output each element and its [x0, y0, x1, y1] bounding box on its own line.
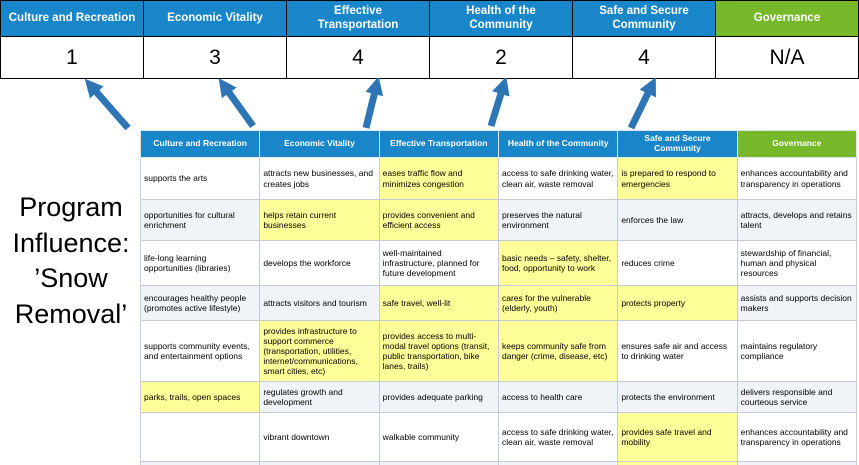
matrix-cell [139, 461, 261, 465]
matrix-cell-highlighted: protects property [617, 285, 738, 321]
matrix-row-2: opportunities for cultural enrichment hel… [139, 199, 858, 241]
score-economic-vitality: 3 [144, 37, 286, 78]
score-safe-and-secure-community: 4 [573, 37, 715, 78]
matrix-cell [139, 412, 261, 462]
pillar-economic-vitality: Economic Vitality [144, 1, 286, 36]
matrix-cell: access to health care [497, 381, 619, 413]
matrix-cell: maintains regulatory compliance [736, 320, 858, 382]
matrix-cell: enhances accountability and transparency… [736, 412, 858, 462]
matrix-header-safe-and-secure-community: Safe and Secure Community [617, 130, 738, 158]
matrix-cell-highlighted: looks after it's most vulnerable [617, 461, 738, 465]
matrix-header-health-of-the-community: Health of the Community [497, 130, 619, 158]
matrix-cell: well-maintained infrastructure, planned … [378, 240, 499, 286]
matrix-cell: walkable community [378, 412, 499, 462]
matrix-cell: attracts, develops and retains talent [736, 199, 858, 241]
matrix-cell: assists and supports decision makers [736, 285, 858, 321]
matrix-cell: regulates growth and development [259, 381, 380, 413]
matrix-cell-highlighted: provides infrastructure to support comme… [259, 320, 380, 382]
pillar-health-of-the-community: Health of the Community [430, 1, 572, 36]
matrix-cell: protects the environment [617, 381, 738, 413]
matrix-cell: supports the arts [139, 157, 261, 200]
matrix-cell [736, 461, 858, 465]
score-governance: N/A [716, 37, 858, 78]
matrix-cell: encourages healthy people (promotes acti… [139, 285, 261, 321]
matrix-row-5: supports community events, and entertain… [139, 320, 858, 382]
matrix-row-4: encourages healthy people (promotes acti… [139, 285, 858, 321]
program-influence-label: Program Influence: ’Snow Removal’ [0, 190, 142, 333]
influence-matrix-table: Culture and Recreation Economic Vitality E… [139, 130, 858, 465]
matrix-cell: ensures safe air and access to drinking … [617, 320, 738, 382]
matrix-cell: enhances accountability and transparency… [736, 157, 858, 200]
matrix-cell: stewardship of financial, human and phys… [736, 240, 858, 286]
program-label-line: Program [19, 192, 123, 222]
matrix-cell-highlighted: provides access to multi-modal travel op… [378, 320, 499, 382]
matrix-header-effective-transportation: Effective Transportation [378, 130, 499, 158]
matrix-cell: delivers responsible and courteous servi… [736, 381, 858, 413]
influence-arrow-health [487, 78, 510, 128]
matrix-cell: opportunities for cultural enrichment [139, 199, 261, 241]
pillar-governance: Governance [716, 1, 858, 36]
matrix-cell: preserves the natural environment [497, 199, 619, 241]
pillar-culture-and-recreation: Culture and Recreation [1, 1, 143, 36]
matrix-cell: enforces the law [617, 199, 738, 241]
influence-arrow-culture [84, 78, 131, 131]
program-label-line: Influence: [12, 227, 130, 258]
matrix-cell-highlighted: keeps community safe from danger (crime,… [497, 320, 619, 382]
matrix-cell-highlighted: provides safe travel and mobility [617, 412, 738, 462]
matrix-cell [259, 461, 380, 465]
matrix-cell-highlighted: cares for the vulnerable (elderly, youth… [497, 285, 619, 321]
influence-arrows [84, 78, 656, 131]
matrix-cell-highlighted: helps retain current businesses [259, 199, 380, 241]
matrix-cell [497, 461, 619, 465]
matrix-cell-highlighted: basic needs – safety, shelter, food, opp… [497, 240, 619, 286]
pillar-score-panel: Culture and Recreation Economic Vitality… [0, 0, 859, 79]
matrix-cell: reduces crime [617, 240, 738, 286]
matrix-cell-highlighted: safe travel, well-lit [378, 285, 499, 321]
matrix-cell: access to safe drinking water, clean air… [497, 157, 619, 200]
matrix-cell-highlighted: is prepared to respond to emergencies [617, 157, 738, 200]
matrix-row-1: supports the arts attracts new businesses… [139, 157, 858, 200]
matrix-cell-highlighted: provides convenient and efficient access [378, 199, 499, 241]
matrix-row-7: vibrant downtown walkable community access… [139, 412, 858, 462]
matrix-cell: access to safe drinking water, clean air… [497, 412, 619, 462]
program-label-line: Removal’ [14, 298, 128, 329]
matrix-cell [378, 461, 499, 465]
matrix-cell-highlighted: parks, trails, open spaces [139, 381, 261, 413]
matrix-cell: develops the workforce [259, 240, 380, 286]
influence-arrow-safe [627, 78, 656, 130]
pillar-effective-transportation: Effective Transportation [287, 1, 429, 36]
matrix-cell: attracts visitors and tourism [259, 285, 380, 321]
matrix-cell: vibrant downtown [259, 412, 380, 462]
pillar-safe-and-secure-community: Safe and Secure Community [573, 1, 715, 36]
score-health-of-the-community: 2 [430, 37, 572, 78]
matrix-cell: life-long learning opportunities (librar… [139, 240, 261, 286]
matrix-cell: supports community events, and entertain… [139, 320, 261, 382]
matrix-cell: attracts new businesses, and creates job… [259, 157, 380, 200]
matrix-cell-highlighted: eases traffic flow and minimizes congest… [378, 157, 499, 200]
matrix-cell: provides adequate parking [378, 381, 499, 413]
matrix-row-8: looks after it's most vulnerable [139, 461, 858, 465]
matrix-row-6: parks, trails, open spaces regulates grow… [139, 381, 858, 413]
score-effective-transportation: 4 [287, 37, 429, 78]
matrix-header-economic-vitality: Economic Vitality [259, 130, 380, 158]
matrix-row-3: life-long learning opportunities (librar… [139, 240, 858, 286]
matrix-header-row: Culture and Recreation Economic Vitality E… [139, 130, 858, 158]
matrix-header-governance: Governance [736, 130, 858, 158]
program-label-line: ’Snow [34, 263, 108, 294]
influence-arrow-transportation [362, 78, 384, 129]
score-culture-and-recreation: 1 [1, 37, 143, 78]
matrix-header-culture-and-recreation: Culture and Recreation [139, 130, 261, 158]
influence-arrow-economic [218, 78, 256, 129]
